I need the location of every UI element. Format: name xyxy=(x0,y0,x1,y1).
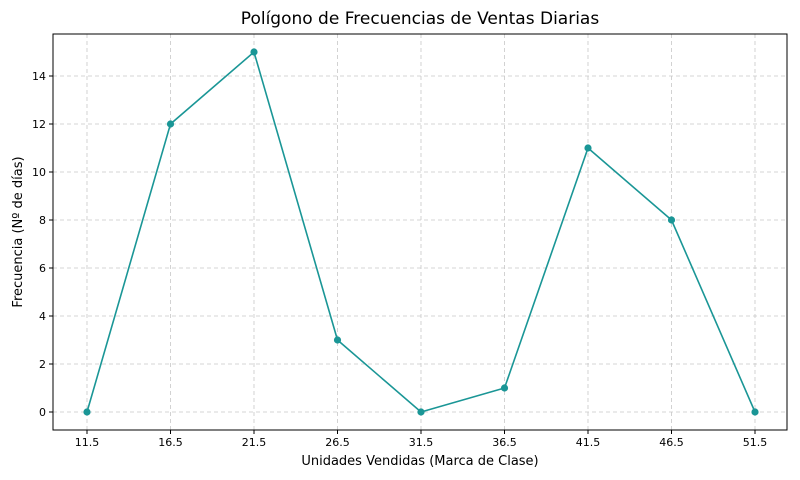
y-tick-label: 6 xyxy=(39,262,46,275)
x-tick-label: 51.5 xyxy=(743,436,768,449)
chart-title: Polígono de Frecuencias de Ventas Diaria… xyxy=(241,9,600,29)
x-axis-label: Unidades Vendidas (Marca de Clase) xyxy=(301,454,538,469)
data-point-marker xyxy=(417,408,425,416)
y-tick-label: 8 xyxy=(39,214,46,227)
y-tick-label: 0 xyxy=(39,406,46,419)
x-tick-label: 11.5 xyxy=(75,436,100,449)
x-tick-label: 16.5 xyxy=(158,436,183,449)
data-point-marker xyxy=(333,336,342,344)
data-point-marker xyxy=(250,48,258,56)
x-tick-label: 21.5 xyxy=(242,436,267,449)
y-tick-label: 12 xyxy=(32,118,46,131)
x-tick-label: 41.5 xyxy=(576,436,601,449)
data-point-marker xyxy=(584,144,592,152)
data-point-marker xyxy=(166,120,175,128)
y-axis-label: Frecuencia (Nº de días) xyxy=(11,156,26,307)
data-point-marker xyxy=(500,384,509,392)
data-point-marker xyxy=(751,408,759,416)
x-tick-label: 26.5 xyxy=(325,436,350,449)
y-tick-label: 10 xyxy=(32,166,46,179)
y-tick-label: 14 xyxy=(32,70,46,83)
y-tick-label: 2 xyxy=(39,358,46,371)
data-point-marker xyxy=(83,408,91,416)
x-tick-label: 31.5 xyxy=(409,436,434,449)
data-point-marker xyxy=(667,216,676,224)
x-tick-label: 46.5 xyxy=(659,436,684,449)
x-tick-label: 36.5 xyxy=(492,436,517,449)
y-tick-label: 4 xyxy=(39,310,46,323)
grid-lines xyxy=(53,34,787,430)
plot-area-frame xyxy=(52,33,788,431)
series-line xyxy=(83,48,759,416)
axis-ticks: 11.5 16.5 21.5 26.5 31.5 36.5 41.5 46.5 51.5 0 2 4 6… xyxy=(32,70,767,449)
